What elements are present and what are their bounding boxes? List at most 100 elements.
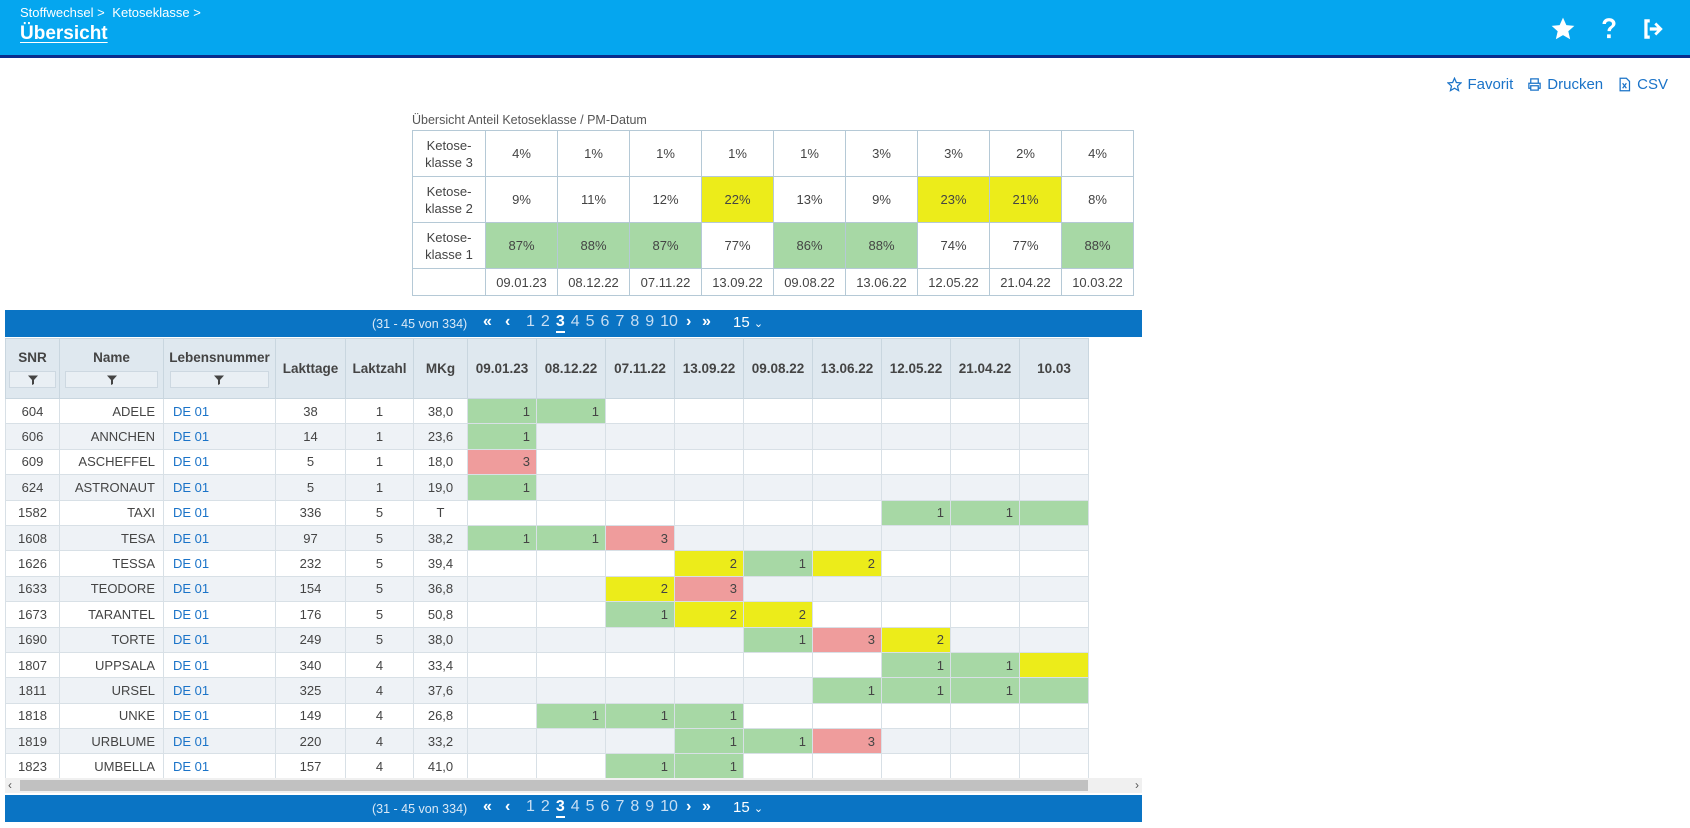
page-number[interactable]: 6 (600, 798, 610, 815)
table-row[interactable]: 609 ASCHEFFEL DE 01 5 1 18,0 3 (5, 448, 1089, 476)
logout-icon[interactable] (1640, 16, 1668, 44)
page-number[interactable]: 10 (660, 798, 678, 815)
table-row[interactable]: 1811 URSEL DE 01 325 4 37,6 1 1 1 (5, 677, 1089, 704)
prev-page-icon[interactable]: ‹ (505, 313, 511, 330)
page-number[interactable]: 6 (600, 313, 610, 330)
page-number[interactable]: 7 (615, 798, 625, 815)
page-number[interactable]: 3 (555, 313, 565, 333)
table-row[interactable]: 1673 TARANTEL DE 01 176 5 50,8 1 2 2 (5, 601, 1089, 628)
page-number[interactable]: 2 (540, 313, 550, 330)
page-number[interactable]: 8 (630, 313, 640, 330)
column-header[interactable]: 13.06.22 (812, 338, 882, 399)
lebensnummer-link[interactable]: DE 01 (163, 626, 276, 653)
filter-icon[interactable] (169, 370, 270, 388)
column-header[interactable]: SNR (5, 338, 60, 399)
table-row[interactable]: 1807 UPPSALA DE 01 340 4 33,4 1 1 (5, 651, 1089, 679)
lebensnummer-link[interactable]: DE 01 (163, 499, 276, 526)
breadcrumb-item[interactable]: Stoffwechsel > (20, 5, 105, 20)
column-header[interactable]: MKg (413, 338, 468, 399)
lebensnummer-link[interactable]: DE 01 (163, 423, 276, 450)
filter-icon[interactable] (65, 370, 158, 388)
page-number[interactable]: 9 (645, 313, 655, 330)
lebensnummer-link[interactable]: DE 01 (163, 550, 276, 577)
ketose-cell: 2 (881, 626, 951, 653)
page-number[interactable]: 3 (555, 798, 565, 818)
column-header[interactable]: 21.04.22 (950, 338, 1020, 399)
first-page-icon[interactable]: « (483, 313, 492, 330)
table-row[interactable]: 1582 TAXI DE 01 336 5 T 1 1 (5, 499, 1089, 526)
csv-button[interactable]: CSV (1617, 76, 1668, 93)
table-row[interactable]: 1819 URBLUME DE 01 220 4 33,2 1 1 3 (5, 728, 1089, 755)
ketose-cell (536, 753, 606, 778)
lebensnummer-link[interactable]: DE 01 (163, 524, 276, 552)
column-header-label: SNR (18, 349, 47, 365)
next-page-icon[interactable]: › (686, 798, 692, 815)
last-page-icon[interactable]: » (702, 313, 711, 330)
page-number[interactable]: 8 (630, 798, 640, 815)
first-page-icon[interactable]: « (483, 798, 492, 815)
page-size-select[interactable]: 15 ⌄ (733, 314, 763, 331)
column-header[interactable]: 13.09.22 (674, 338, 744, 399)
table-row[interactable]: 1633 TEODORE DE 01 154 5 36,8 2 3 (5, 575, 1089, 603)
page-number[interactable]: 9 (645, 798, 655, 815)
page-number[interactable]: 5 (585, 313, 595, 330)
column-header[interactable]: 09.08.22 (743, 338, 813, 399)
horizontal-scrollbar[interactable]: ‹ › (5, 778, 1142, 793)
lebensnummer-link[interactable]: DE 01 (163, 601, 276, 628)
column-header[interactable]: 07.11.22 (605, 338, 675, 399)
column-header[interactable]: Lebensnummer (163, 338, 276, 399)
lebensnummer-link[interactable]: DE 01 (163, 753, 276, 778)
last-page-icon[interactable]: » (702, 798, 711, 815)
table-row[interactable]: 1626 TESSA DE 01 232 5 39,4 2 1 2 (5, 550, 1089, 577)
lebensnummer-link[interactable]: DE 01 (163, 448, 276, 476)
page-number[interactable]: 5 (585, 798, 595, 815)
favorite-button[interactable]: Favorit (1447, 76, 1513, 93)
laktzahl-cell: 5 (345, 626, 414, 653)
mkg-cell: 18,0 (413, 448, 468, 476)
page-number[interactable]: 4 (570, 313, 580, 330)
table-row[interactable]: 624 ASTRONAUT DE 01 5 1 19,0 1 (5, 474, 1089, 501)
scrollbar-thumb[interactable] (20, 780, 1088, 791)
scroll-right-icon[interactable]: › (1135, 778, 1139, 792)
page-number[interactable]: 7 (615, 313, 625, 330)
lebensnummer-link[interactable]: DE 01 (163, 397, 276, 425)
lebensnummer-link[interactable]: DE 01 (163, 575, 276, 603)
column-header[interactable]: Lakttage (275, 338, 346, 399)
page-number[interactable]: 2 (540, 798, 550, 815)
summary-row-label: Ketose-klasse 1 (412, 222, 486, 269)
lebensnummer-link[interactable]: DE 01 (163, 474, 276, 501)
next-page-icon[interactable]: › (686, 313, 692, 330)
ketose-cell (950, 550, 1020, 577)
star-icon[interactable] (1550, 16, 1578, 44)
column-header-label: 10.03 (1037, 361, 1071, 376)
column-header[interactable]: 09.01.23 (467, 338, 537, 399)
column-header[interactable]: 10.03 (1019, 338, 1089, 399)
page-number[interactable]: 10 (660, 313, 678, 330)
lebensnummer-link[interactable]: DE 01 (163, 651, 276, 679)
column-header[interactable]: Name (59, 338, 164, 399)
filter-icon[interactable] (8, 370, 57, 388)
page-number[interactable]: 4 (570, 798, 580, 815)
table-row[interactable]: 1608 TESA DE 01 97 5 38,2 1 1 3 (5, 524, 1089, 552)
page-number[interactable]: 1 (526, 798, 535, 815)
table-row[interactable]: 1690 TORTE DE 01 249 5 38,0 1 3 2 (5, 626, 1089, 653)
print-button[interactable]: Drucken (1527, 76, 1603, 93)
lebensnummer-link[interactable]: DE 01 (163, 702, 276, 730)
scroll-left-icon[interactable]: ‹ (8, 778, 12, 792)
table-row[interactable]: 604 ADELE DE 01 38 1 38,0 1 1 (5, 397, 1089, 425)
column-header[interactable]: 12.05.22 (881, 338, 951, 399)
lebensnummer-link[interactable]: DE 01 (163, 677, 276, 704)
page-number[interactable]: 1 (526, 313, 535, 330)
column-header[interactable]: 08.12.22 (536, 338, 606, 399)
page-size-select[interactable]: 15 ⌄ (733, 799, 763, 816)
ketose-cell (950, 575, 1020, 603)
breadcrumb-item[interactable]: Ketoseklasse > (112, 5, 201, 20)
lebensnummer-link[interactable]: DE 01 (163, 728, 276, 755)
ketose-cell: 1 (881, 499, 951, 526)
help-icon[interactable] (1596, 16, 1624, 44)
prev-page-icon[interactable]: ‹ (505, 798, 511, 815)
table-row[interactable]: 1818 UNKE DE 01 149 4 26,8 1 1 1 (5, 702, 1089, 730)
table-row[interactable]: 606 ANNCHEN DE 01 14 1 23,6 1 (5, 423, 1089, 450)
column-header[interactable]: Laktzahl (345, 338, 414, 399)
table-row[interactable]: 1823 UMBELLA DE 01 157 4 41,0 1 1 (5, 753, 1089, 778)
